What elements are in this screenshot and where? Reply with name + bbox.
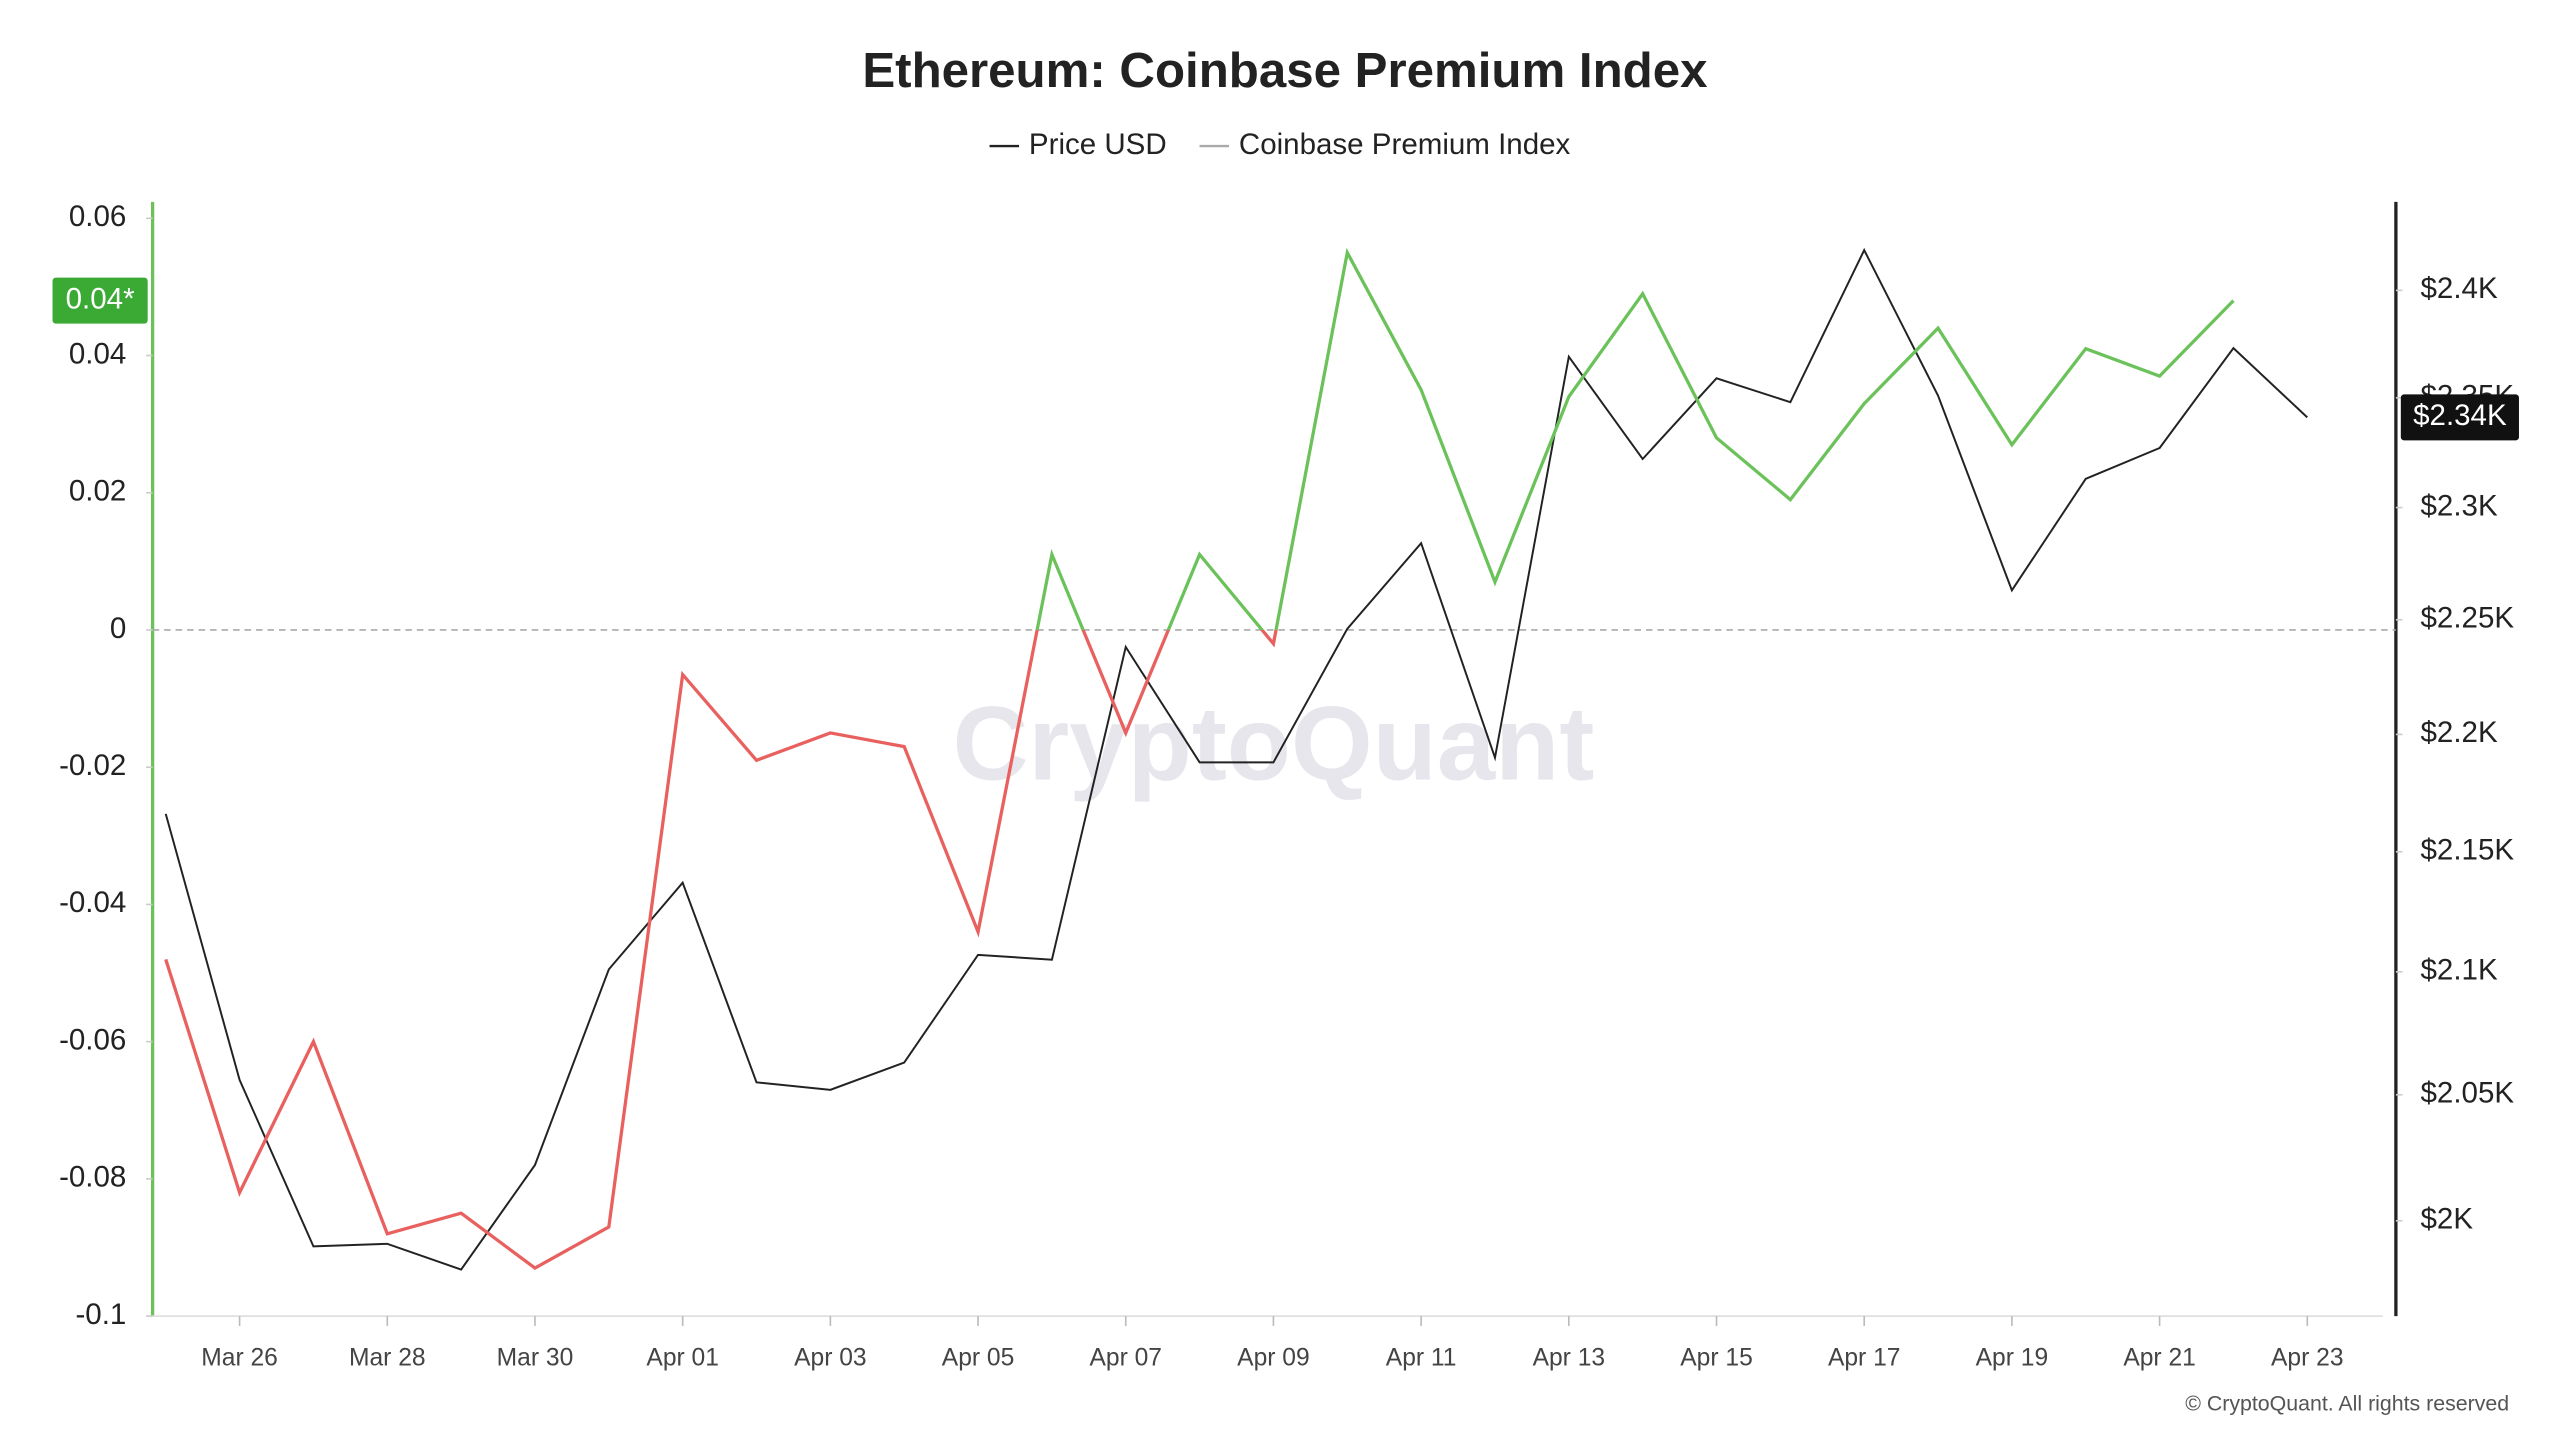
y2-tick-label: $2.25K [2421,602,2515,635]
y-tick-label: 0.06 [69,200,126,233]
x-tick-label: Apr 15 [1680,1344,1753,1371]
y2-tick-label: $2.05K [2421,1077,2515,1110]
y-tick-label: -0.1 [75,1298,126,1331]
y-tick-label: -0.06 [59,1023,126,1056]
x-tick-label: Mar 26 [201,1344,278,1371]
x-tick-label: Apr 07 [1089,1344,1162,1371]
last-value-badge [52,277,148,324]
last-value-badge [2400,394,2519,441]
y-tick-label: -0.04 [59,886,126,919]
x-tick-label: Apr 13 [1533,1344,1606,1371]
y2-tick-label: $2.15K [2421,834,2515,867]
y2-tick-label: $2.2K [2421,716,2498,749]
x-tick-label: Apr 21 [2123,1344,2196,1371]
price-line [164,247,2308,1271]
premium-line-positive [1035,247,2235,630]
y-tick-label: -0.08 [59,1161,126,1194]
last-value-label: 0.04* [66,282,135,315]
last-value-label: $2.34K [2413,399,2507,432]
x-tick-label: Apr 19 [1976,1344,2049,1371]
x-tick-label: Apr 11 [1386,1344,1457,1371]
x-tick-label: Apr 09 [1237,1344,1310,1371]
y2-tick-label: $2.4K [2421,272,2498,305]
y2-tick-label: $2K [2421,1203,2474,1236]
legend-label: Price USD [1029,128,1167,161]
y-tick-label: 0 [110,612,126,645]
y2-tick-label: $2.1K [2421,954,2498,987]
chart-title: Ethereum: Coinbase Premium Index [862,43,1708,98]
legend-label: Coinbase Premium Index [1239,128,1571,161]
x-tick-label: Apr 01 [646,1344,719,1371]
x-tick-label: Apr 17 [1828,1344,1901,1371]
premium-line-negative [164,629,1278,1271]
x-tick-label: Mar 30 [497,1344,574,1371]
y-tick-label: -0.02 [59,749,126,782]
y2-tick-label: $2.3K [2421,489,2498,522]
x-tick-label: Apr 05 [942,1344,1015,1371]
footer: © CryptoQuant. All rights reserved [2185,1391,2509,1415]
x-tick-label: Mar 28 [349,1344,426,1371]
x-tick-label: Apr 03 [794,1344,867,1371]
y-tick-label: 0.02 [69,475,126,508]
y-tick-label: 0.04 [69,337,126,370]
watermark: CryptoQuant [953,685,1595,802]
x-tick-label: Apr 23 [2271,1344,2344,1371]
